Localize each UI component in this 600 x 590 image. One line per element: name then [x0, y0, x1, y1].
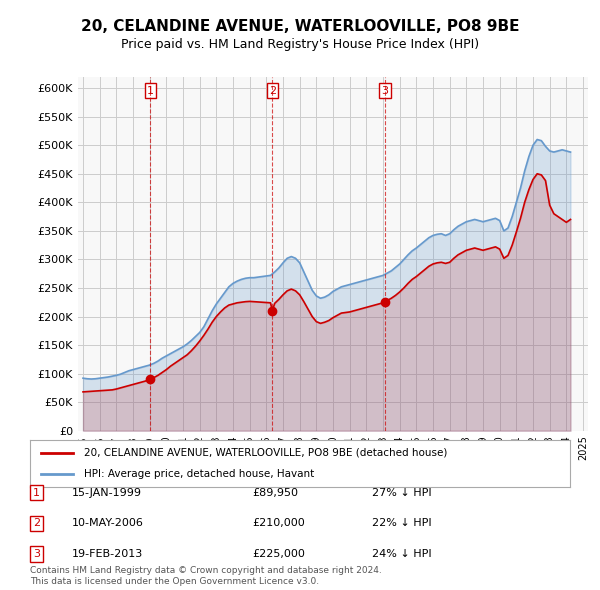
Text: Contains HM Land Registry data © Crown copyright and database right 2024.: Contains HM Land Registry data © Crown c…: [30, 566, 382, 575]
Text: 22% ↓ HPI: 22% ↓ HPI: [372, 519, 431, 528]
Text: 1: 1: [147, 86, 154, 96]
Text: 3: 3: [33, 549, 40, 559]
Text: 20, CELANDINE AVENUE, WATERLOOVILLE, PO8 9BE (detached house): 20, CELANDINE AVENUE, WATERLOOVILLE, PO8…: [84, 448, 448, 458]
Text: 15-JAN-1999: 15-JAN-1999: [72, 488, 142, 497]
Text: £225,000: £225,000: [252, 549, 305, 559]
Text: 20, CELANDINE AVENUE, WATERLOOVILLE, PO8 9BE: 20, CELANDINE AVENUE, WATERLOOVILLE, PO8…: [81, 19, 519, 34]
Text: 19-FEB-2013: 19-FEB-2013: [72, 549, 143, 559]
Text: 2: 2: [33, 519, 40, 528]
Text: £210,000: £210,000: [252, 519, 305, 528]
Text: 1: 1: [33, 488, 40, 497]
Text: 3: 3: [382, 86, 389, 96]
Text: This data is licensed under the Open Government Licence v3.0.: This data is licensed under the Open Gov…: [30, 576, 319, 586]
Text: Price paid vs. HM Land Registry's House Price Index (HPI): Price paid vs. HM Land Registry's House …: [121, 38, 479, 51]
Text: 2: 2: [269, 86, 276, 96]
Text: £89,950: £89,950: [252, 488, 298, 497]
Text: HPI: Average price, detached house, Havant: HPI: Average price, detached house, Hava…: [84, 468, 314, 478]
Text: 24% ↓ HPI: 24% ↓ HPI: [372, 549, 431, 559]
Text: 27% ↓ HPI: 27% ↓ HPI: [372, 488, 431, 497]
Text: 10-MAY-2006: 10-MAY-2006: [72, 519, 144, 528]
